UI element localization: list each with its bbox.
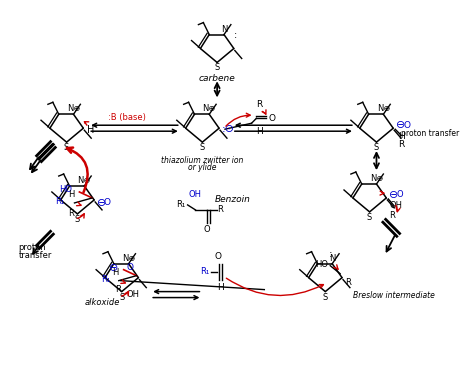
Text: O: O [268,114,275,123]
Text: S: S [119,293,124,302]
Text: N: N [329,254,336,263]
Text: S: S [374,143,379,152]
Text: O: O [396,191,403,199]
Text: carbene: carbene [199,74,236,83]
Text: ⊖: ⊖ [389,190,399,200]
Text: O: O [103,198,110,208]
Text: ⊖: ⊖ [396,120,406,130]
Text: R: R [115,285,121,294]
Text: N⊕: N⊕ [67,104,80,113]
Text: H: H [112,268,119,277]
Text: S: S [200,143,205,152]
Text: N⊕: N⊕ [122,254,135,263]
Text: R₁: R₁ [176,201,186,209]
Text: R: R [398,139,404,149]
Text: Breslow intermediate: Breslow intermediate [353,291,435,300]
Text: :: : [234,30,237,40]
Text: thiazolium zwitter ion: thiazolium zwitter ion [161,156,244,165]
Text: HO: HO [315,260,328,269]
Text: N⊕: N⊕ [370,174,383,183]
Text: H: H [68,191,74,199]
Text: :B (base): :B (base) [108,113,146,122]
Text: HO: HO [60,185,73,195]
Text: OH: OH [389,201,402,211]
Text: Benzoin: Benzoin [215,195,251,205]
Text: R: R [217,205,223,214]
Text: proton transfer: proton transfer [401,129,459,138]
Text: OH: OH [189,190,202,199]
Text: OH: OH [127,290,140,299]
Text: R: R [256,100,263,109]
Text: H: H [398,132,405,141]
Text: O: O [215,252,222,261]
Text: R₁: R₁ [200,267,209,276]
Text: ⊖: ⊖ [109,263,119,273]
Text: or ylide: or ylide [188,163,217,172]
Text: N⊕: N⊕ [202,104,216,113]
Text: :⊙: :⊙ [222,124,235,134]
Text: N: N [221,24,227,34]
Text: O: O [127,263,134,272]
Text: R₁: R₁ [101,275,111,284]
Text: proton: proton [18,243,46,252]
Text: R: R [345,278,351,287]
Text: N⊕: N⊕ [377,104,390,113]
Text: H: H [87,125,95,135]
Text: H: H [217,283,223,292]
Text: S: S [215,64,220,73]
Text: O: O [204,225,210,234]
Text: R: R [69,209,74,218]
Text: alkoxide: alkoxide [84,298,120,307]
Text: :: : [328,249,332,259]
Text: S: S [64,143,69,152]
Text: transfer: transfer [18,251,52,260]
Text: S: S [75,215,80,224]
Text: N⊕: N⊕ [78,176,91,185]
Text: S: S [367,213,372,222]
Text: S: S [323,293,328,302]
Text: R₁: R₁ [55,198,64,206]
Text: H: H [256,127,263,136]
Text: R: R [389,211,395,221]
Text: O: O [403,121,410,130]
Text: ⊖: ⊖ [97,198,107,208]
